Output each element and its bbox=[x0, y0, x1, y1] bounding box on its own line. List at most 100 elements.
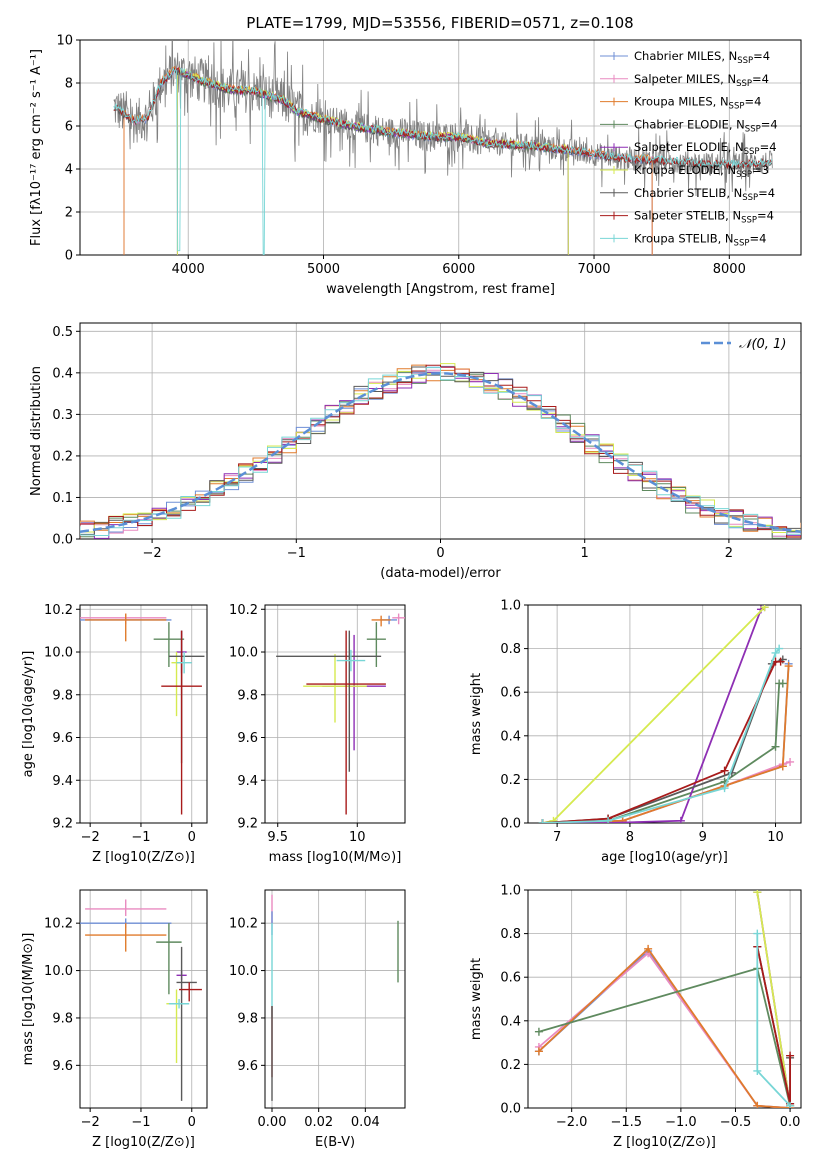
plot-frame bbox=[527, 604, 802, 824]
y-tick-label: 0.2 bbox=[500, 1058, 521, 1073]
y-tick-label: 10.2 bbox=[44, 603, 73, 618]
mass-weight-line bbox=[756, 946, 791, 1104]
y-axis-label: mass weight bbox=[469, 673, 484, 755]
y-axis-label: mass [log10(M/M⊙)] bbox=[21, 933, 36, 1066]
residual-histogram-panel: −2 −1 0 1 2 0.0 0.1 0.2 0.3 0.4 0.5 (data-model)/er… bbox=[29, 322, 802, 581]
model-spectrum-line bbox=[113, 66, 773, 255]
mass-vs-extinction-panel: 0.00 0.02 0.04 9.6 9.8 10.0 10.2 E(B-V) bbox=[229, 889, 406, 1150]
x-tick-label: −2 bbox=[143, 546, 162, 561]
x-tick-label: 1 bbox=[581, 546, 589, 561]
mass-weight-line bbox=[756, 892, 791, 1106]
y-tick-label: 10.0 bbox=[44, 964, 73, 979]
legend-subscript: SSP bbox=[742, 193, 758, 203]
legend-subscript: SSP bbox=[745, 124, 761, 134]
mass-weight-vs-age-panel: 7 8 9 10 0.0 0.2 0.4 0.6 0.8 1.0 age [log10(age/yr… bbox=[469, 599, 802, 865]
age-vs-mass-panel: 9.5 10 9.2 9.4 9.6 9.8 10.0 10.2 mass [log10(M/M… bbox=[229, 603, 406, 865]
legend-count: =4 bbox=[753, 49, 770, 63]
plot-frame bbox=[79, 39, 802, 256]
y-tick-label: 0.0 bbox=[500, 817, 521, 832]
y-tick-label: 9.2 bbox=[52, 817, 73, 832]
mass-weight-line bbox=[538, 947, 791, 1108]
mass-weight-vs-metallicity-panel: −2.0 −1.5 −1.0 −0.5 0.0 0.0 0.2 0.4 0.6 0.8 1.0 Z [… bbox=[469, 884, 802, 1150]
y-tick-label: 10.2 bbox=[229, 917, 258, 932]
x-axis-label: mass [log10(M/M⊙)] bbox=[269, 850, 402, 865]
y-tick-label: 0.4 bbox=[500, 1014, 521, 1029]
x-tick-label: −1.5 bbox=[610, 1115, 642, 1130]
plot-area bbox=[271, 894, 399, 1101]
y-tick-label: 0.3 bbox=[52, 408, 73, 423]
y-tick-label: 9.8 bbox=[52, 688, 73, 703]
y-tick-label: 10 bbox=[56, 34, 73, 49]
plot-frame bbox=[264, 604, 406, 824]
data-point-marker bbox=[786, 757, 795, 766]
x-tick-label: −0.5 bbox=[720, 1115, 752, 1130]
x-tick-label: −2 bbox=[81, 1115, 100, 1130]
legend-count: =3 bbox=[752, 163, 769, 177]
legend-count: =4 bbox=[760, 140, 777, 154]
x-tick-label: 0.00 bbox=[258, 1115, 287, 1130]
spectrum-panel: 4000 5000 6000 7000 8000 0 2 4 6 8 10 wavelength [A… bbox=[29, 34, 802, 297]
data-point-marker bbox=[604, 816, 613, 823]
x-tick-label: 5000 bbox=[307, 262, 340, 277]
y-axis-label: age [log10(age/yr)] bbox=[21, 651, 36, 778]
plot-frame bbox=[79, 322, 802, 540]
legend-label: Kroupa STELIB, NSSP=4 bbox=[634, 231, 766, 248]
data-point-marker bbox=[776, 657, 785, 666]
y-tick-label: 9.8 bbox=[237, 688, 258, 703]
data-point-marker bbox=[775, 644, 784, 653]
legend-label: Chabrier ELODIE, NSSP=4 bbox=[634, 117, 778, 134]
x-tick-label: 7000 bbox=[577, 262, 610, 277]
y-tick-label: 0.4 bbox=[500, 729, 521, 744]
mass-weight-line bbox=[538, 949, 791, 1108]
y-tick-label: 6 bbox=[65, 120, 73, 135]
legend-subscript: SSP bbox=[741, 216, 757, 226]
x-tick-label: 7 bbox=[553, 830, 561, 845]
x-tick-label: 10 bbox=[767, 830, 784, 845]
data-point-marker bbox=[778, 679, 787, 688]
legend-label: 𝒩(0, 1) bbox=[739, 337, 786, 352]
mass-weight-line bbox=[542, 606, 766, 823]
data-point-marker bbox=[538, 819, 547, 823]
normal-distribution-line bbox=[80, 372, 801, 533]
y-tick-label: 9.2 bbox=[237, 817, 258, 832]
x-tick-label: 6000 bbox=[442, 262, 475, 277]
x-tick-label: 4000 bbox=[172, 262, 205, 277]
data-point-marker bbox=[778, 762, 787, 771]
plot-area bbox=[276, 613, 405, 815]
x-tick-label: 0.04 bbox=[351, 1115, 380, 1130]
legend-subscript: SSP bbox=[744, 147, 760, 157]
plot-area bbox=[80, 613, 205, 815]
y-tick-label: 9.4 bbox=[52, 774, 73, 789]
plot-area bbox=[538, 605, 795, 823]
y-tick-label: 10.2 bbox=[229, 603, 258, 618]
legend-label: Salpeter STELIB, NSSP=4 bbox=[634, 209, 774, 226]
y-tick-label: 1.0 bbox=[500, 599, 521, 614]
x-tick-label: −1 bbox=[131, 830, 150, 845]
x-axis-label: age [log10(age/yr)] bbox=[601, 850, 728, 865]
y-tick-label: 10.2 bbox=[44, 917, 73, 932]
x-axis-label: wavelength [Angstrom, rest frame] bbox=[326, 282, 555, 297]
figure-title: PLATE=1799, MJD=53556, FIBERID=0571, z=0… bbox=[246, 14, 633, 32]
legend-subscript: SSP bbox=[729, 102, 745, 112]
y-tick-label: 0.5 bbox=[52, 325, 73, 340]
y-tick-label: 9.6 bbox=[237, 731, 258, 746]
x-tick-label: −2.0 bbox=[556, 1115, 588, 1130]
legend-count: =4 bbox=[744, 95, 761, 109]
legend-label: Kroupa MILES, NSSP=4 bbox=[634, 95, 761, 112]
x-axis-label: (data-model)/error bbox=[380, 566, 501, 581]
data-point-marker bbox=[753, 1101, 762, 1108]
plot-frame bbox=[527, 889, 802, 1109]
x-tick-label: −1.0 bbox=[665, 1115, 697, 1130]
data-point-marker bbox=[753, 929, 762, 938]
plot-area bbox=[80, 899, 202, 1101]
x-tick-label: −1 bbox=[131, 1115, 150, 1130]
data-point-marker bbox=[786, 1101, 795, 1108]
y-tick-label: 4 bbox=[65, 163, 73, 178]
data-point-marker bbox=[549, 816, 558, 823]
data-point-marker bbox=[771, 648, 780, 657]
data-point-marker bbox=[720, 784, 729, 793]
y-tick-label: 2 bbox=[65, 206, 73, 221]
y-axis-label: mass weight bbox=[469, 958, 484, 1040]
data-point-marker bbox=[618, 816, 627, 823]
